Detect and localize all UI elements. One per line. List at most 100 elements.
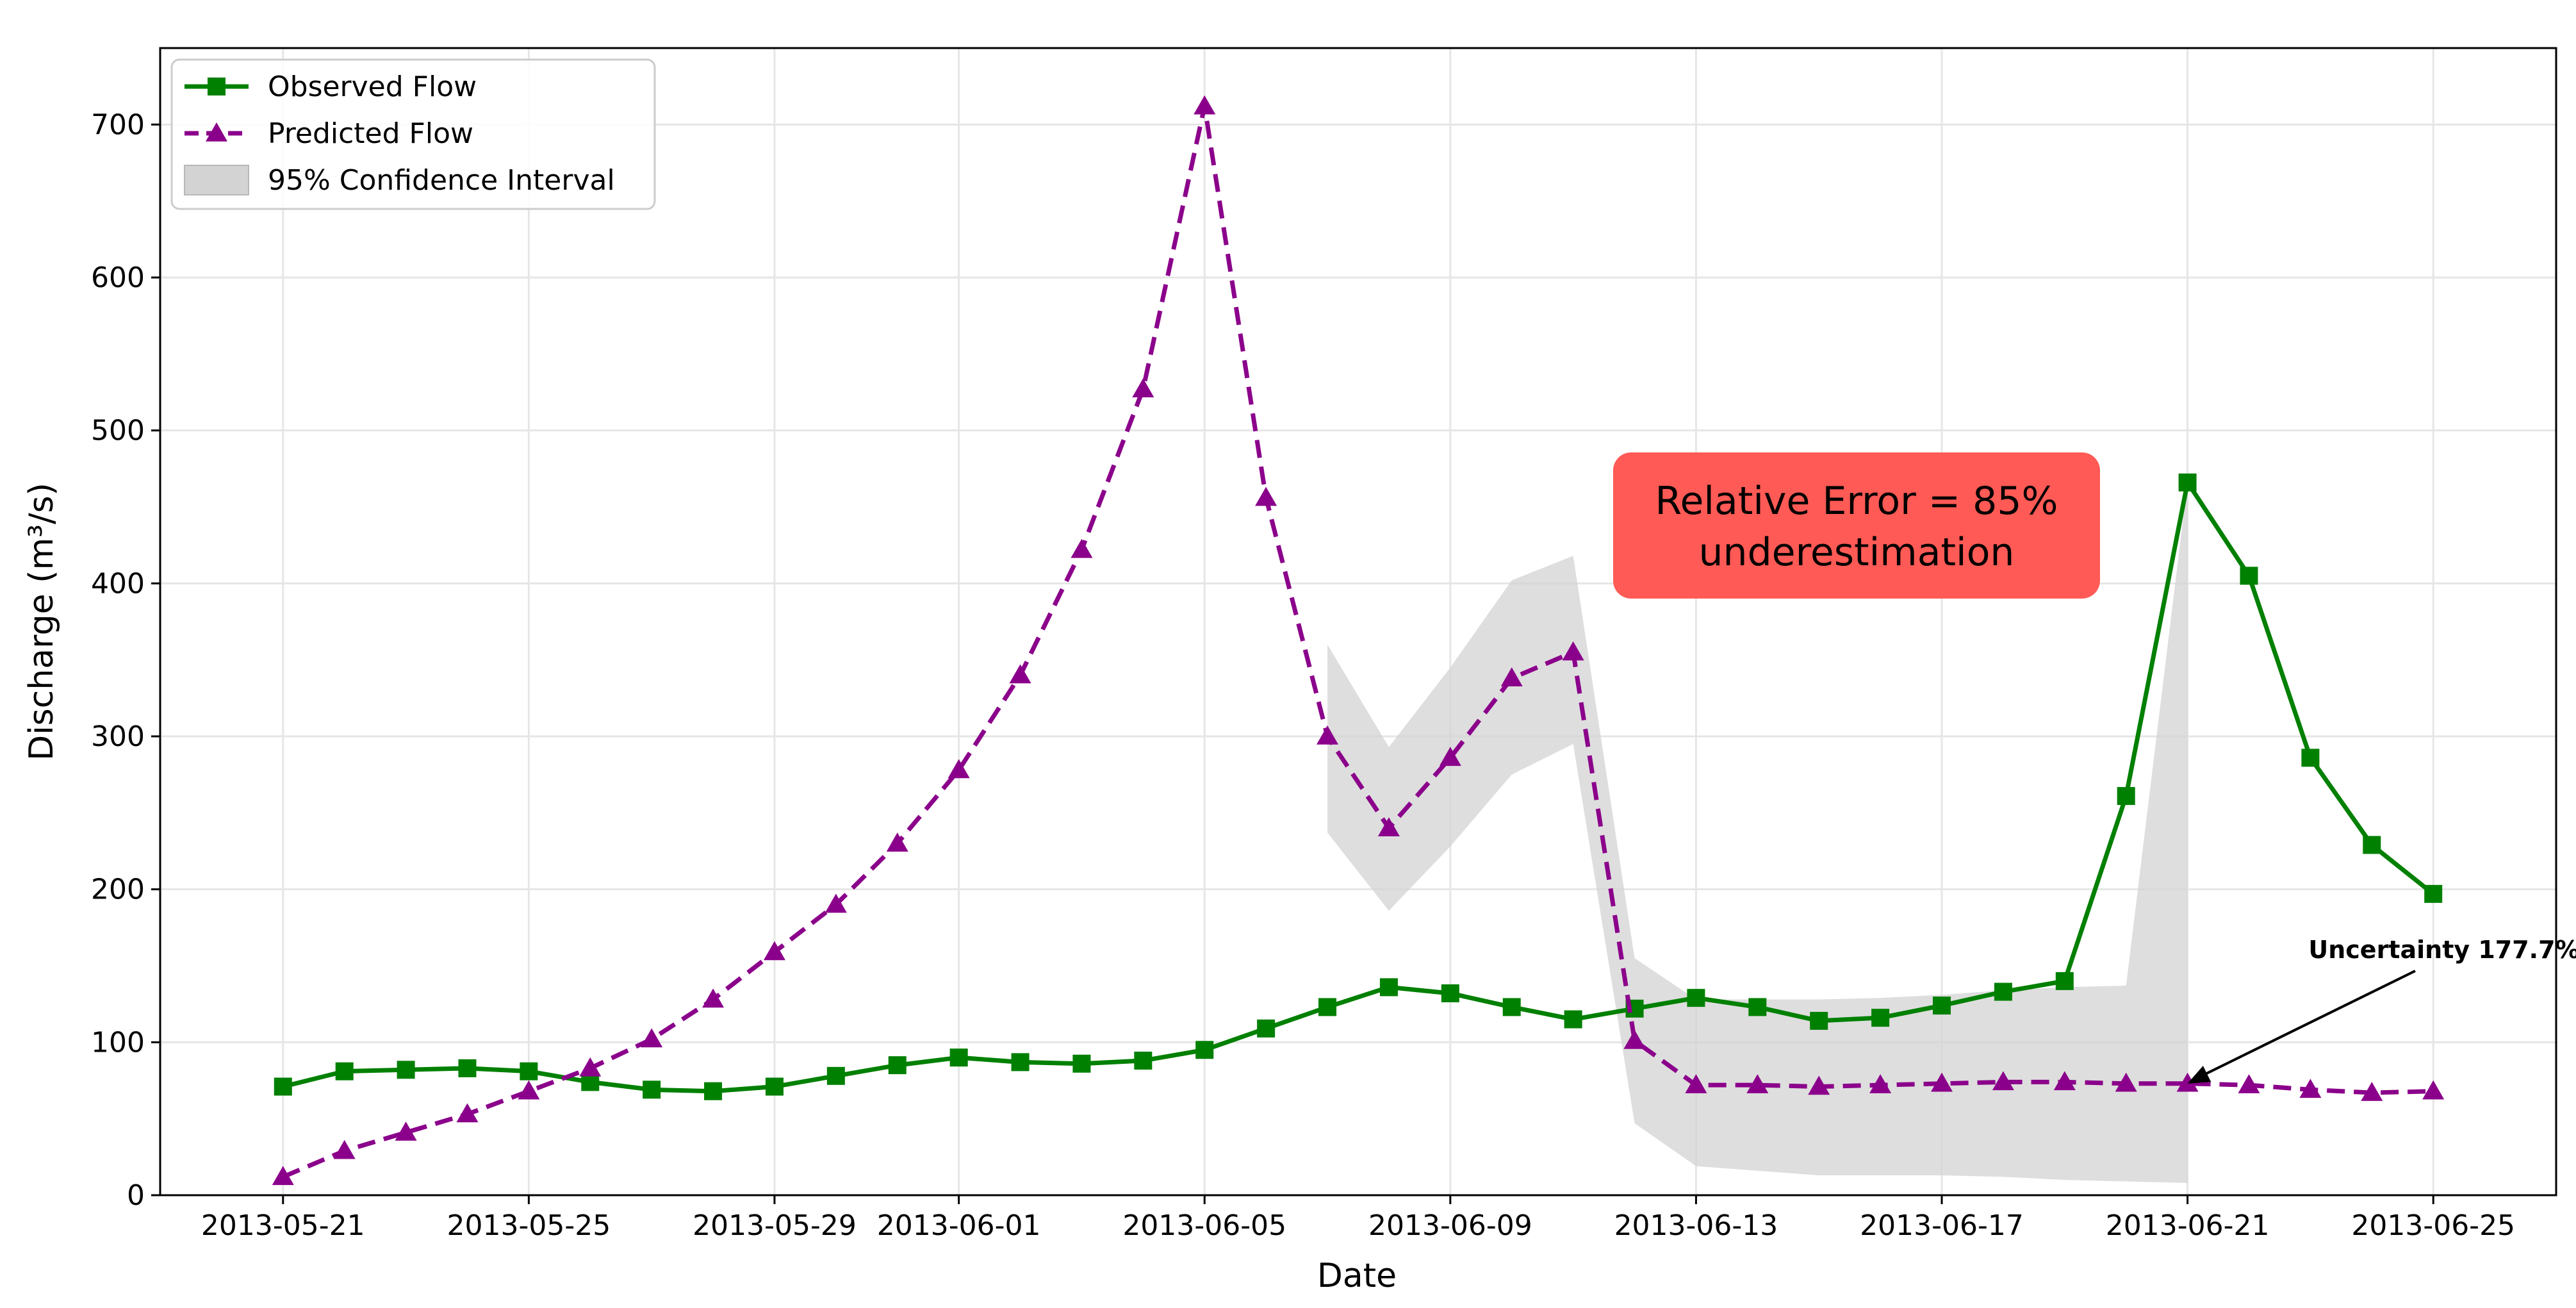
legend-label: 95% Confidence Interval bbox=[268, 164, 615, 197]
observed-point bbox=[1933, 997, 1951, 1015]
legend-label: Predicted Flow bbox=[268, 117, 473, 150]
observed-point bbox=[2363, 836, 2381, 854]
observed-point bbox=[1134, 1051, 1153, 1070]
y-tick-label: 100 bbox=[91, 1026, 145, 1059]
observed-point bbox=[765, 1077, 783, 1096]
confidence-band bbox=[1327, 482, 2188, 1183]
observed-point bbox=[1502, 998, 1521, 1016]
predicted-flow-line bbox=[282, 104, 2434, 1179]
predicted-point bbox=[1746, 1074, 1769, 1093]
observed-point bbox=[1810, 1011, 1828, 1030]
predicted-point bbox=[1500, 667, 1523, 687]
plot-frame bbox=[159, 47, 2557, 1196]
observed-point bbox=[1441, 984, 1459, 1002]
x-tick-label: 2013-05-21 bbox=[201, 1209, 365, 1242]
x-tick-label: 2013-05-25 bbox=[447, 1209, 611, 1242]
predicted-point bbox=[2115, 1072, 2137, 1092]
observed-point bbox=[458, 1059, 477, 1077]
observed-point bbox=[274, 1077, 292, 1096]
predicted-point bbox=[1808, 1075, 1830, 1095]
observed-point bbox=[397, 1061, 415, 1079]
predicted-point bbox=[1317, 725, 1339, 745]
observed-point bbox=[1257, 1019, 1276, 1038]
observed-point bbox=[2301, 749, 2320, 767]
observed-point bbox=[2178, 473, 2197, 492]
observed-point bbox=[2117, 787, 2135, 806]
predicted-point bbox=[2361, 1082, 2383, 1101]
y-tick-label: 300 bbox=[91, 720, 145, 753]
predicted-point bbox=[1623, 1029, 1646, 1049]
observed-point bbox=[1072, 1054, 1091, 1073]
observed-point bbox=[520, 1062, 538, 1080]
annotations: Relative Error = 85% underestimation Uncer… bbox=[1613, 452, 2576, 1084]
legend-label: Observed Flow bbox=[268, 70, 477, 103]
y-tick-label: 0 bbox=[127, 1179, 145, 1212]
relative-error-box bbox=[1613, 452, 2100, 599]
observed-point bbox=[335, 1062, 354, 1080]
predicted-point bbox=[2422, 1080, 2445, 1100]
y-tick-label: 400 bbox=[91, 567, 145, 600]
observed-flow-line bbox=[282, 480, 2435, 1094]
x-tick-label: 2013-06-13 bbox=[1614, 1209, 1778, 1242]
confidence-interval-band bbox=[1327, 482, 2188, 1183]
x-tick-label: 2013-06-05 bbox=[1122, 1209, 1286, 1242]
predicted-point bbox=[1869, 1074, 1892, 1093]
observed-point bbox=[1871, 1009, 1890, 1027]
predicted-point bbox=[702, 988, 725, 1008]
relative-error-text: Relative Error = 85% bbox=[1655, 479, 2058, 524]
predicted-point bbox=[2176, 1072, 2199, 1092]
x-tick-label: 2013-06-25 bbox=[2351, 1209, 2515, 1242]
uncertainty-arrow-shaft bbox=[2198, 970, 2416, 1079]
predicted-point bbox=[1685, 1074, 1707, 1093]
predicted-point bbox=[1255, 486, 1277, 506]
observed-point bbox=[1195, 1041, 1214, 1059]
y-axis-label: Discharge (m³/s) bbox=[22, 483, 61, 761]
predicted-point bbox=[1194, 95, 1216, 115]
observed-point bbox=[1318, 998, 1337, 1016]
legend-swatch-marker bbox=[208, 78, 226, 95]
observed-point bbox=[1011, 1053, 1030, 1072]
predicted-point bbox=[886, 832, 908, 852]
x-tick-label: 2013-06-09 bbox=[1368, 1209, 1532, 1242]
y-tick-label: 200 bbox=[91, 873, 145, 906]
predicted-point bbox=[824, 893, 847, 913]
axis-ticks: 0 100 200 300 400 500 600 700 2013-05-21 2013-05-… bbox=[91, 108, 2515, 1242]
predicted-point bbox=[333, 1139, 356, 1159]
observed-point bbox=[949, 1048, 968, 1067]
legend-swatch-band bbox=[184, 165, 249, 195]
observed-point bbox=[1748, 998, 1767, 1016]
predicted-point bbox=[518, 1080, 540, 1100]
observed-point bbox=[643, 1080, 661, 1099]
x-tick-label: 2013-06-17 bbox=[1860, 1209, 2024, 1242]
predicted-point bbox=[1931, 1072, 1953, 1092]
observed-point bbox=[826, 1066, 845, 1085]
uncertainty-arrow-head bbox=[2187, 1066, 2211, 1084]
y-tick-label: 500 bbox=[91, 415, 145, 447]
y-tick-label: 700 bbox=[91, 108, 145, 141]
observed-point bbox=[2055, 972, 2074, 990]
predicted-point bbox=[641, 1028, 663, 1048]
legend-swatch-marker bbox=[206, 122, 227, 142]
predicted-point bbox=[1439, 747, 1461, 766]
x-axis-label: Date bbox=[1317, 1257, 1397, 1295]
legend-box bbox=[170, 58, 656, 210]
y-tick-label: 600 bbox=[91, 261, 145, 294]
predicted-point bbox=[2299, 1079, 2322, 1098]
predicted-point bbox=[1992, 1071, 2014, 1091]
predicted-point bbox=[2238, 1074, 2260, 1093]
predicted-point bbox=[763, 941, 785, 961]
observed-point bbox=[1564, 1010, 1582, 1029]
predicted-point bbox=[1071, 538, 1093, 558]
observed-point bbox=[704, 1082, 723, 1100]
x-tick-label: 2013-05-29 bbox=[693, 1209, 857, 1242]
predicted-point bbox=[1377, 817, 1400, 836]
series-group bbox=[272, 95, 2445, 1186]
predicted-point bbox=[579, 1057, 602, 1077]
predicted-point bbox=[948, 759, 970, 779]
observed-point bbox=[1994, 982, 2012, 1001]
predicted-point bbox=[1132, 378, 1154, 397]
observed-point bbox=[888, 1056, 907, 1075]
observed-point bbox=[1687, 989, 1705, 1007]
observed-point bbox=[2240, 567, 2258, 585]
